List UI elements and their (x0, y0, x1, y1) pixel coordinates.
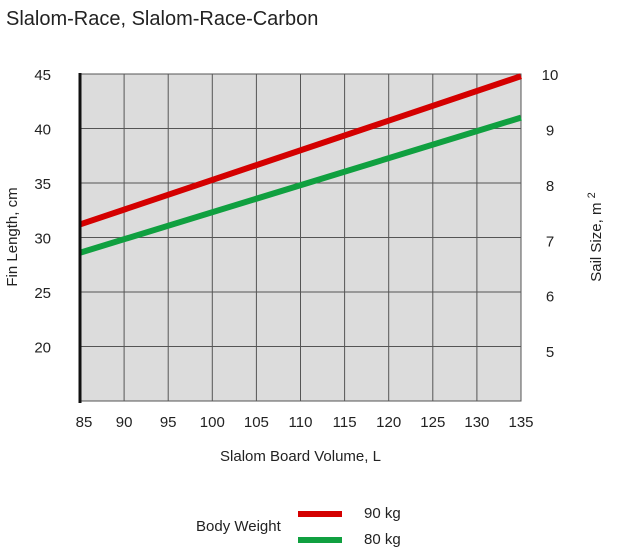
y-tick-label: 45 (34, 67, 51, 84)
x-tick-label: 105 (244, 414, 269, 431)
y-right-tick-label: 5 (546, 344, 554, 361)
legend-label: 80 kg (364, 531, 401, 548)
y-right-axis-label-superscript: 2 (586, 192, 598, 198)
x-tick-label: 115 (333, 414, 357, 431)
y-right-tick-label: 6 (546, 289, 554, 306)
y-tick-label: 35 (34, 176, 51, 193)
y-axis-label: Fin Length, cm (4, 187, 21, 286)
y-right-tick-label: 9 (546, 122, 554, 139)
series-line (79, 114, 522, 256)
x-tick-label: 125 (420, 414, 445, 431)
x-tick-label: 85 (76, 414, 93, 431)
series-line (79, 73, 522, 228)
grid-horizontal (80, 128, 521, 347)
y-tick-label: 30 (34, 231, 51, 248)
x-tick-label: 95 (160, 414, 177, 431)
x-tick-label: 130 (464, 414, 489, 431)
legend-swatch (298, 511, 342, 517)
y-right-tick-label: 8 (546, 178, 554, 195)
series-lines (79, 73, 522, 256)
y-tick-label: 20 (34, 340, 51, 357)
x-tick-label: 120 (376, 414, 401, 431)
y-right-axis-label-text: Sail Size, m (588, 203, 605, 282)
y-tick-label: 40 (34, 122, 51, 139)
y-right-tick-labels: 5 6 7 8 9 10 (542, 67, 559, 361)
x-axis-label: Slalom Board Volume, L (220, 448, 381, 465)
y-right-tick-label: 7 (546, 233, 554, 250)
legend-label: 90 kg (364, 505, 401, 522)
y-tick-label: 25 (34, 285, 51, 302)
legend-swatch (298, 537, 342, 543)
x-tick-label: 90 (116, 414, 133, 431)
y-tick-labels: 20 25 30 35 40 45 (34, 67, 51, 357)
chart-title: Slalom-Race, Slalom-Race-Carbon (6, 8, 319, 30)
x-tick-label: 100 (200, 414, 225, 431)
legend-title: Body Weight (196, 518, 281, 535)
x-tick-label: 110 (289, 414, 313, 431)
x-tick-labels: 85 90 95 100 105 110 115 120 125 130 135 (76, 414, 534, 431)
y-right-axis-label: Sail Size, m 2 (586, 192, 605, 282)
y-right-tick-label: 10 (542, 67, 559, 84)
x-tick-label: 135 (508, 414, 533, 431)
